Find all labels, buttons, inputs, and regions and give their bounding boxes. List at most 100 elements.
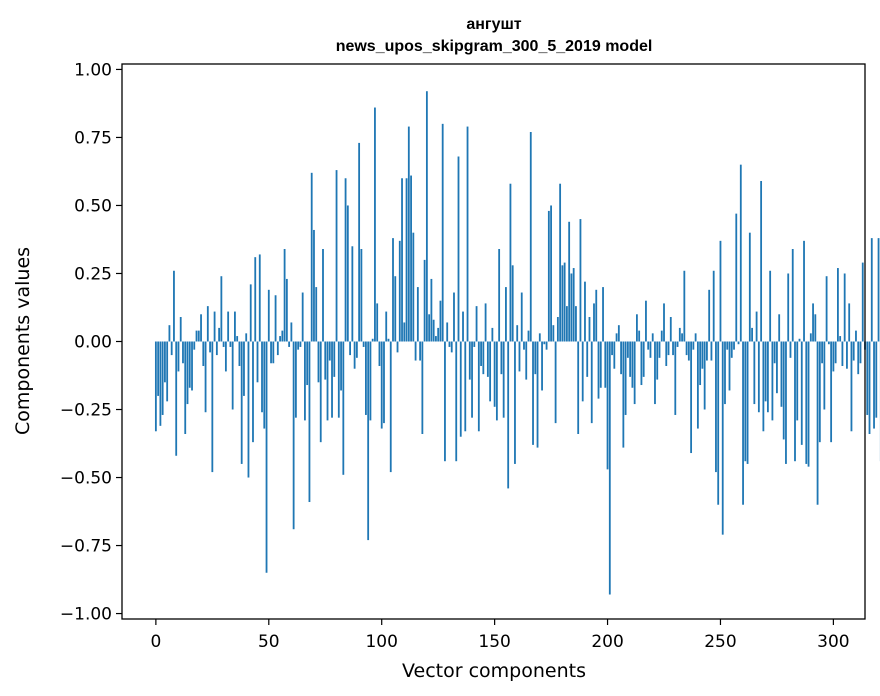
bar-256 (733, 341, 735, 350)
bar-317 (870, 238, 873, 342)
bar-244 (706, 341, 708, 361)
bar-60 (290, 322, 293, 342)
bar-199 (604, 341, 607, 388)
bar-35 (234, 311, 236, 342)
bar-115 (414, 341, 417, 361)
bar-177 (554, 341, 557, 424)
bar-105 (392, 238, 394, 342)
bar-289 (807, 341, 810, 467)
bar-89 (355, 341, 358, 358)
bar-75 (324, 341, 327, 380)
bar-96 (371, 338, 374, 342)
bar-243 (703, 341, 706, 410)
bar-64 (299, 341, 302, 347)
bar-208 (624, 341, 627, 415)
bar-23 (206, 306, 209, 342)
bar-318 (873, 341, 875, 429)
bar-253 (726, 341, 729, 350)
bar-239 (694, 333, 697, 342)
x-tick-label: 200 (591, 632, 623, 652)
bar-132 (453, 292, 455, 342)
bar-277 (780, 341, 783, 407)
bar-230 (674, 341, 677, 415)
bar-274 (773, 341, 776, 364)
bar-21 (202, 341, 205, 366)
bar-56 (281, 330, 284, 342)
bar-236 (687, 341, 690, 361)
bar-144 (480, 341, 482, 366)
bar-6 (168, 325, 171, 342)
bar-36 (236, 336, 239, 342)
x-axis-ticks: 0 50 100 150 200 250 300 (150, 619, 850, 652)
bar-200 (606, 341, 609, 470)
bar-29 (220, 276, 223, 342)
bar-55 (279, 336, 281, 342)
bar-286 (800, 341, 803, 445)
bar-57 (283, 249, 286, 342)
bar-170 (538, 333, 541, 342)
y-tick-label: 0.75 (74, 128, 112, 148)
bar-249 (717, 341, 720, 505)
bar-150 (493, 341, 496, 407)
bar-293 (816, 341, 819, 505)
bar-113 (410, 175, 412, 342)
bar-201 (608, 341, 611, 595)
bar-80 (335, 170, 338, 342)
bar-114 (412, 232, 415, 342)
x-tick-label: 0 (150, 632, 161, 652)
bar-232 (678, 327, 681, 342)
bar-179 (559, 183, 562, 342)
bar-240 (696, 341, 699, 429)
bar-187 (577, 341, 580, 434)
bar-160 (516, 325, 519, 342)
bar-78 (331, 341, 333, 418)
bar-49 (265, 341, 268, 573)
bar-211 (631, 341, 634, 388)
bar-216 (642, 341, 645, 377)
bar-120 (425, 91, 428, 342)
bar-254 (728, 341, 731, 391)
bar-4 (164, 341, 166, 383)
bar-311 (857, 341, 860, 375)
bar-154 (502, 341, 505, 418)
bar-66 (304, 341, 306, 421)
x-tick-label: 50 (258, 632, 280, 652)
bar-134 (457, 156, 460, 342)
bars-group (154, 91, 880, 595)
bar-59 (288, 341, 291, 347)
bar-7 (170, 341, 173, 356)
bar-157 (509, 183, 512, 342)
bar-190 (584, 281, 586, 342)
bar-180 (561, 265, 564, 342)
bar-167 (532, 341, 534, 445)
bar-133 (455, 341, 458, 462)
bar-214 (638, 330, 641, 342)
bar-125 (437, 327, 440, 342)
bar-146 (484, 303, 487, 342)
bar-301 (834, 341, 837, 364)
bar-281 (789, 341, 792, 358)
bar-83 (342, 341, 345, 475)
bar-43 (252, 341, 254, 443)
bar-283 (794, 341, 796, 462)
bar-122 (430, 278, 433, 342)
bar-153 (500, 341, 503, 375)
bar-291 (812, 303, 814, 342)
bar-130 (448, 341, 451, 347)
y-tick-label: −1.00 (60, 605, 112, 625)
bar-279 (785, 341, 787, 464)
bar-46 (258, 254, 261, 342)
bar-172 (543, 341, 546, 345)
bar-261 (744, 341, 747, 462)
bar-218 (647, 341, 650, 350)
bar-109 (401, 178, 403, 342)
y-tick-label: −0.75 (60, 537, 112, 557)
bar-156 (507, 341, 510, 489)
y-tick-label: 0.25 (74, 264, 112, 284)
plot-frame (121, 63, 866, 620)
bar-205 (617, 325, 620, 342)
bar-225 (663, 303, 665, 342)
bar-92 (362, 341, 365, 347)
bar-149 (491, 327, 494, 342)
